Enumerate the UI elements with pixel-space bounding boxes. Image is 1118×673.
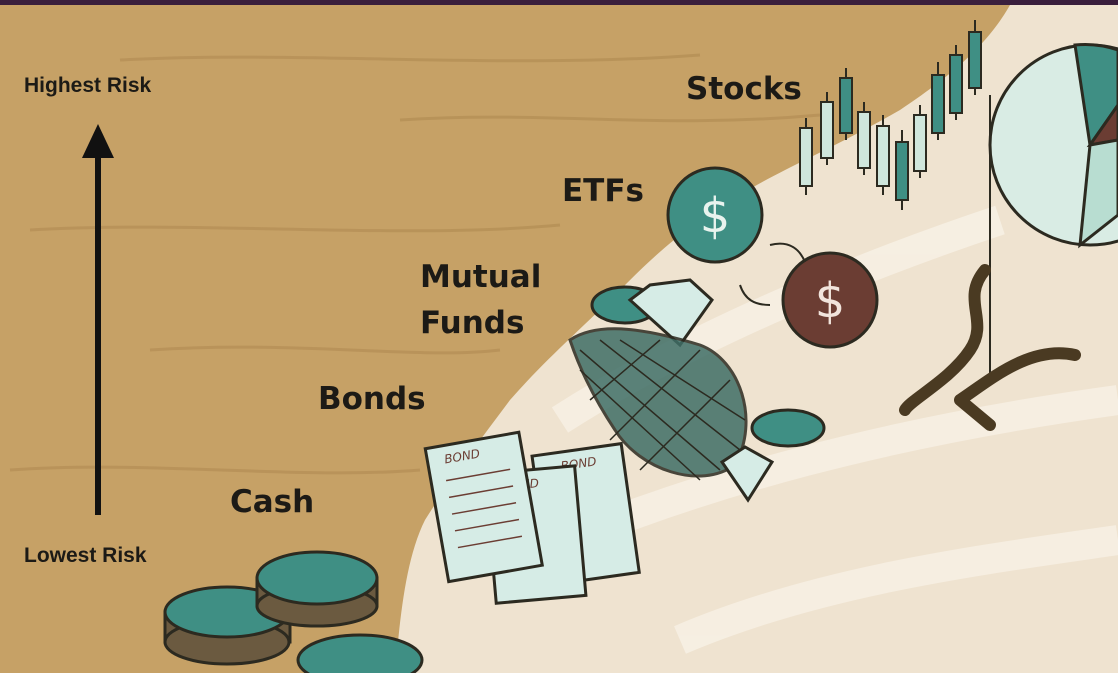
level-label: ETFs [562,173,644,209]
risk-label: Lowest Risk [24,544,147,568]
coin-symbol: $ [815,273,846,329]
level-label: Mutual Funds [420,254,550,346]
page: $ $ BOND BOND BOND Highest Risk Lowest R… [0,0,1118,673]
level-label: Bonds [318,381,426,417]
risk-label: Highest Risk [24,74,151,98]
illustration: $ $ BOND BOND BOND [0,0,1118,673]
bond-papers: BOND BOND BOND [425,432,639,603]
coin-symbol: $ [700,188,731,244]
level-label: Cash [230,484,314,520]
level-label: Stocks [686,71,802,107]
top-bar [0,0,1118,5]
